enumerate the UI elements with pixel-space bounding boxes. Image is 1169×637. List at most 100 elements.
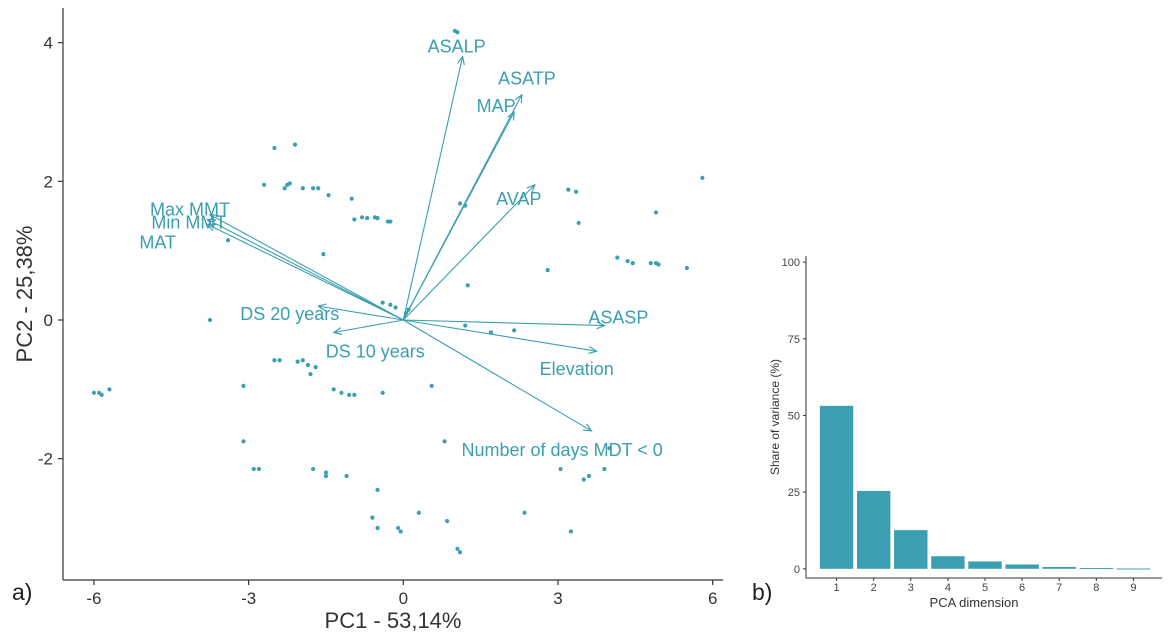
scree-bar bbox=[894, 530, 928, 569]
scree-x-tick-label: 7 bbox=[1056, 582, 1062, 594]
pca-data-point bbox=[429, 383, 434, 388]
pca-data-point bbox=[349, 196, 354, 201]
scree-y-tick-label: 100 bbox=[782, 257, 800, 269]
pca-data-point bbox=[316, 186, 321, 191]
scree-bar bbox=[1005, 564, 1039, 569]
pca-data-point bbox=[365, 215, 370, 221]
scree-y-tick-label: 0 bbox=[794, 564, 800, 576]
pca-data-point bbox=[339, 390, 344, 395]
scree-bar bbox=[1042, 566, 1076, 569]
pca-data-point bbox=[323, 473, 329, 479]
pca-data-point bbox=[630, 261, 635, 266]
pca-data-point bbox=[241, 383, 246, 388]
pca-x-tick-label: -6 bbox=[86, 589, 101, 608]
loading-vector-label: Elevation bbox=[540, 359, 614, 379]
loading-vector-label: Max MMT bbox=[150, 200, 230, 220]
pca-data-point bbox=[331, 387, 336, 392]
pca-data-point bbox=[261, 182, 267, 187]
scree-x-tick-label: 4 bbox=[945, 582, 951, 594]
pca-data-point bbox=[375, 487, 380, 492]
pca-data-point bbox=[272, 145, 277, 151]
pca-data-point bbox=[375, 525, 380, 531]
pca-data-point bbox=[300, 358, 305, 363]
panel-label-a: a) bbox=[12, 579, 32, 605]
pca-data-point bbox=[282, 186, 287, 191]
pca-data-point bbox=[576, 220, 581, 226]
loading-vector bbox=[318, 306, 404, 321]
pca-data-point bbox=[380, 300, 385, 305]
pca-data-point bbox=[416, 510, 421, 515]
scree-x-tick-label: 5 bbox=[982, 582, 988, 594]
pca-data-point bbox=[545, 267, 550, 273]
pca-y-tick-label: -2 bbox=[38, 450, 53, 469]
pca-data-point bbox=[380, 390, 385, 395]
pca-y-axis-label: PC2 - 25,38% bbox=[12, 226, 37, 363]
pca-data-point bbox=[277, 358, 282, 363]
pca-data-point bbox=[625, 258, 630, 264]
scree-bar bbox=[968, 561, 1002, 569]
pca-data-point bbox=[256, 466, 262, 472]
loading-vector-label: ASASP bbox=[588, 308, 648, 328]
pca-data-point bbox=[445, 518, 450, 524]
pca-data-point bbox=[396, 525, 401, 531]
scree-bar bbox=[1079, 568, 1114, 570]
pca-data-point bbox=[292, 142, 298, 147]
loading-vector bbox=[207, 219, 404, 321]
pca-data-point bbox=[352, 392, 357, 397]
pca-x-tick-label: -3 bbox=[241, 589, 256, 608]
pca-data-point bbox=[573, 189, 579, 194]
pca-data-point bbox=[581, 477, 586, 482]
scree-y-tick-label: 25 bbox=[788, 487, 800, 499]
pca-data-point bbox=[375, 215, 380, 221]
loading-vector-label: MAT bbox=[139, 232, 176, 252]
pca-data-point bbox=[370, 515, 375, 520]
pca-data-point bbox=[287, 181, 292, 186]
pca-x-axis-label: PC1 - 53,14% bbox=[325, 608, 462, 633]
loading-vector-label: DS 10 years bbox=[326, 341, 425, 361]
loading-vector-label: Number of days MDT < 0 bbox=[462, 440, 663, 460]
pca-data-point bbox=[398, 529, 403, 534]
pca-data-point bbox=[313, 365, 318, 370]
pca-data-point bbox=[568, 529, 573, 534]
scree-bar bbox=[819, 405, 854, 569]
loading-vector bbox=[402, 57, 462, 321]
scree-x-tick-label: 2 bbox=[871, 582, 877, 594]
pca-data-point bbox=[241, 439, 246, 444]
scree-y-axis-label: Share of variance (%) bbox=[768, 359, 782, 475]
pca-data-point bbox=[107, 387, 112, 392]
pca-data-point bbox=[310, 466, 316, 472]
scree-bar bbox=[1116, 568, 1151, 570]
pca-data-point bbox=[566, 187, 571, 192]
pca-data-point bbox=[388, 219, 393, 224]
pca-y-tick-label: 0 bbox=[44, 311, 53, 330]
pca-data-point bbox=[615, 255, 620, 260]
loading-vector bbox=[402, 112, 514, 321]
scree-x-tick-label: 1 bbox=[833, 582, 839, 594]
loading-vector-label: Min MMT bbox=[151, 212, 226, 232]
pca-data-point bbox=[558, 466, 563, 472]
scree-x-axis-label: PCA dimension bbox=[930, 595, 1019, 610]
pca-y-tick-label: 2 bbox=[44, 172, 53, 191]
scree-y-tick-label: 75 bbox=[788, 334, 800, 346]
scree-y-tick-label: 50 bbox=[788, 410, 800, 422]
pca-data-point bbox=[442, 439, 447, 444]
scree-x-tick-label: 9 bbox=[1130, 582, 1136, 594]
panel-label-b: b) bbox=[752, 579, 772, 605]
pca-x-tick-label: 0 bbox=[399, 589, 408, 608]
pca-data-point bbox=[455, 30, 460, 35]
pca-data-point bbox=[457, 550, 463, 555]
pca-data-point bbox=[455, 546, 460, 551]
pca-data-point bbox=[310, 186, 316, 191]
loading-vector-label: MAP bbox=[477, 96, 516, 116]
scree-x-tick-label: 3 bbox=[908, 582, 914, 594]
pca-data-point bbox=[326, 193, 331, 198]
scree-bar bbox=[856, 490, 891, 569]
loading-vector bbox=[403, 319, 604, 326]
pca-data-point bbox=[308, 371, 313, 377]
pca-data-point bbox=[656, 262, 661, 267]
pca-data-point bbox=[99, 392, 104, 397]
pca-data-point bbox=[344, 473, 349, 479]
pca-data-point bbox=[323, 470, 329, 475]
scree-x-tick-label: 8 bbox=[1093, 582, 1099, 594]
